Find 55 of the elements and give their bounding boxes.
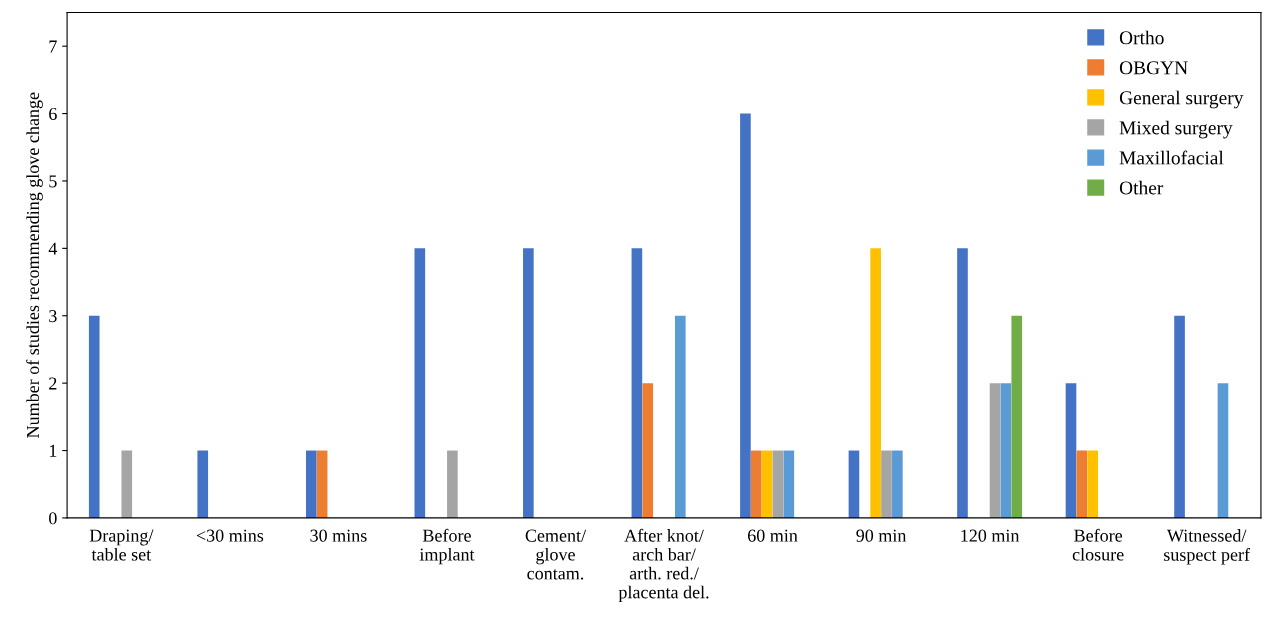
x-tick-label: 30 mins — [310, 529, 367, 542]
bar — [414, 248, 426, 518]
legend-label: Other — [1119, 180, 1164, 195]
x-tick-label: <30 mins — [196, 529, 264, 542]
x-tick-label: Before closure — [1072, 528, 1124, 561]
bar — [631, 248, 643, 518]
bar — [750, 450, 762, 518]
bar — [848, 450, 860, 518]
bar — [447, 450, 458, 518]
y-tick-label: 5 — [49, 175, 57, 188]
bar — [1000, 383, 1012, 518]
y-axis-title: Number of studies recommending glove change — [26, 92, 43, 438]
y-tick-label: 2 — [49, 377, 57, 390]
x-tick-label: 60 min — [747, 529, 798, 542]
bar — [1065, 383, 1077, 518]
x-tick-label: Draping/ table set — [89, 529, 154, 561]
x-tick-label: Witnessed/ suspect perf — [1164, 529, 1251, 565]
bar — [783, 450, 795, 518]
bar — [305, 450, 317, 518]
x-tick-label: Before implant — [419, 528, 475, 565]
bar — [740, 113, 751, 518]
y-tick-label: 6 — [49, 107, 57, 121]
bar — [316, 450, 328, 518]
bar — [642, 383, 654, 518]
bar — [121, 450, 133, 518]
bar — [957, 248, 968, 518]
bar — [870, 248, 881, 518]
x-tick-label: Cement/ glove contam. — [525, 529, 587, 580]
bar — [523, 248, 534, 518]
bar — [989, 383, 1001, 518]
legend-label: Mixed surgery — [1119, 120, 1233, 139]
bar — [892, 450, 903, 518]
y-tick-label: 0 — [49, 512, 57, 525]
bar — [674, 315, 686, 518]
bar — [88, 315, 100, 518]
bar — [881, 450, 892, 518]
bar — [1076, 450, 1088, 518]
x-tick-label: After knot/ arch bar/ arth. red./ placenta del. — [618, 528, 709, 603]
legend-label: Ortho — [1119, 30, 1164, 45]
legend-label: Maxillofacial — [1119, 150, 1224, 165]
legend-label: General surgery — [1119, 90, 1244, 109]
bar — [1011, 315, 1023, 518]
y-tick-label: 3 — [49, 310, 57, 323]
y-tick-label: 4 — [48, 242, 58, 255]
y-tick-label: 1 — [49, 444, 57, 457]
bar — [1174, 315, 1185, 518]
bar — [197, 450, 209, 518]
bar — [1087, 450, 1099, 518]
legend-label: OBGYN — [1119, 61, 1188, 75]
bar — [772, 450, 784, 518]
x-tick-label: 90 min — [856, 529, 907, 542]
bar — [761, 450, 773, 518]
y-tick-label: 7 — [49, 40, 57, 53]
bar — [1217, 383, 1229, 518]
x-tick-label: 120 min — [961, 529, 1020, 542]
